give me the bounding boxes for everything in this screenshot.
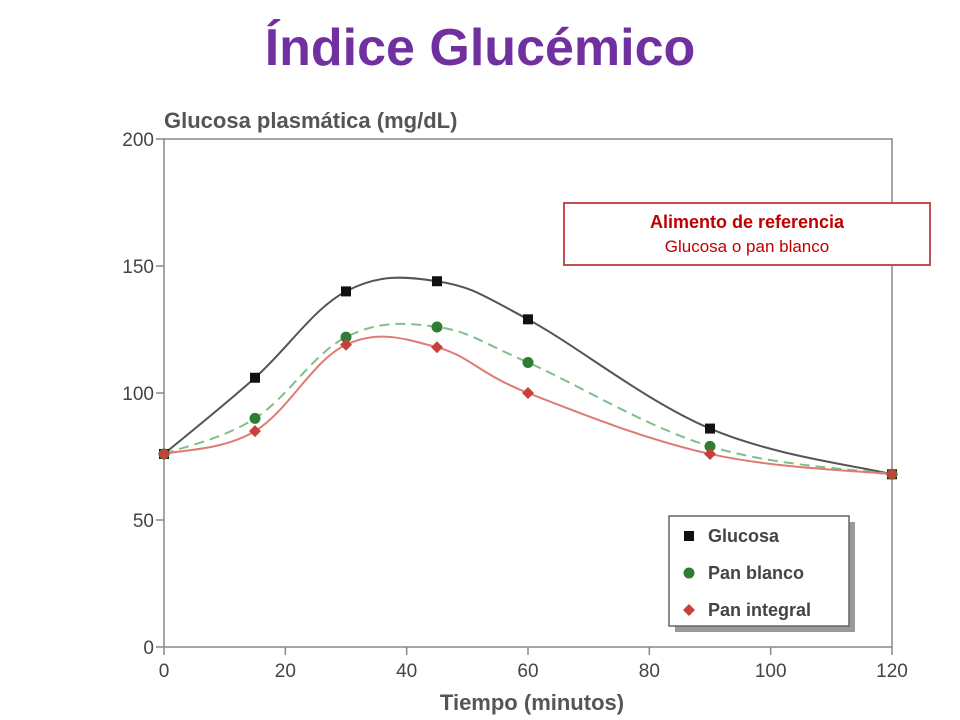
y-axis: 0 50 100 150 200	[122, 130, 164, 659]
data-point-pan-integral	[704, 447, 716, 460]
page-title: Índice Glucémico	[264, 19, 696, 77]
data-point-pan-blanco	[522, 357, 534, 369]
x-axis-label: Tiempo (minutos)	[440, 690, 624, 715]
y-tick-label: 0	[143, 638, 154, 659]
data-point-pan-integral	[340, 338, 352, 351]
data-point-pan-integral	[886, 468, 898, 481]
data-point-glucosa	[705, 423, 715, 434]
data-point-pan-integral	[522, 387, 534, 399]
data-point-pan-blanco	[704, 440, 716, 452]
legend-label-glucosa: Glucosa	[708, 526, 780, 546]
data-point-glucosa	[341, 286, 351, 297]
legend-marker-glucosa	[684, 531, 694, 541]
x-tick-label: 80	[639, 661, 660, 682]
series-markers	[158, 276, 898, 481]
y-tick-label: 200	[122, 130, 154, 151]
x-tick-label: 20	[275, 661, 296, 682]
x-tick-label: 60	[517, 661, 538, 682]
x-tick-label: 100	[755, 661, 787, 682]
y-tick-label: 100	[122, 384, 154, 405]
legend-marker-pan-blanco	[683, 567, 695, 579]
data-point-pan-integral	[431, 341, 443, 354]
legend-box	[668, 515, 850, 627]
data-point-glucosa	[250, 372, 260, 383]
reference-food-box: Alimento de referencia Glucosa o pan bla…	[563, 202, 931, 266]
legend-label-pan-blanco: Pan blanco	[708, 563, 804, 583]
data-point-glucosa	[432, 276, 442, 287]
reference-box-subtitle: Glucosa o pan blanco	[664, 237, 830, 256]
data-point-pan-integral	[249, 425, 261, 438]
series-line-pan-blanco	[163, 322, 893, 476]
data-point-glucosa	[523, 314, 533, 325]
x-axis: 0 20 40 60 80 100 120	[159, 647, 908, 682]
legend-label-pan-integral: Pan integral	[708, 600, 811, 620]
y-tick-label: 150	[122, 257, 154, 278]
reference-box-title: Alimento de referencia	[649, 212, 845, 232]
y-tick-label: 50	[133, 511, 154, 532]
legend: Glucosa Pan blanco Pan integral	[668, 515, 855, 632]
x-tick-label: 120	[876, 661, 908, 682]
legend-marker-pan-integral	[683, 604, 695, 616]
data-point-pan-blanco	[431, 321, 443, 333]
y-axis-label: Glucosa plasmática (mg/dL)	[164, 108, 457, 133]
data-point-pan-blanco	[249, 412, 261, 424]
x-tick-label: 0	[159, 661, 170, 682]
legend-items: Glucosa Pan blanco Pan integral	[683, 526, 811, 620]
series-line-pan-integral	[163, 335, 893, 476]
data-point-pan-blanco	[340, 331, 352, 343]
x-tick-label: 40	[396, 661, 417, 682]
data-point-pan-integral	[158, 447, 170, 460]
